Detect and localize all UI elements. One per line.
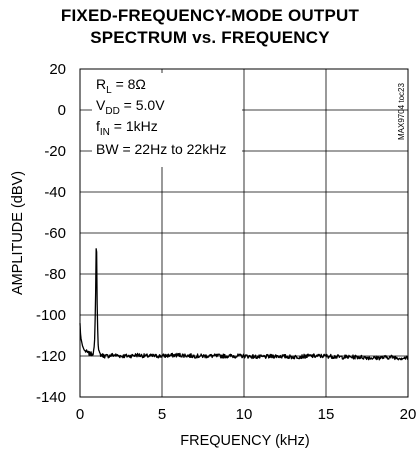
- figure-id: MAX9704 toc23: [397, 83, 406, 140]
- x-axis-label: FREQUENCY (kHz): [180, 433, 309, 449]
- y-tick-label: -20: [44, 143, 66, 160]
- annotation-rl: RL = 8Ω: [96, 76, 146, 96]
- condition-annotations: RL = 8Ω VDD = 5.0V fIN = 1kHz BW = 22Hz …: [92, 73, 242, 167]
- x-tick-labels: 0 5 10 15 20: [76, 406, 417, 423]
- annotation-bw: BW = 22Hz to 22kHz: [96, 141, 226, 157]
- x-tick-label: 5: [158, 406, 166, 423]
- annotation-vdd: VDD = 5.0V: [96, 97, 165, 117]
- chart-title-line-2: SPECTRUM vs. FREQUENCY: [90, 28, 330, 47]
- x-tick-label: 0: [76, 406, 84, 423]
- annotation-background: [92, 73, 242, 167]
- x-tick-label: 10: [236, 406, 253, 423]
- y-tick-labels: 20 0 -20 -40 -60 -80 -100 -120 -140: [36, 61, 66, 406]
- y-tick-label: -100: [36, 307, 66, 324]
- plot-frame: [79, 68, 409, 398]
- x-tick-label: 20: [400, 406, 417, 423]
- y-tick-label: -80: [44, 266, 66, 283]
- y-tick-label: 0: [58, 102, 66, 119]
- y-tick-label: -60: [44, 225, 66, 242]
- annotation-fin: fIN = 1kHz: [96, 118, 158, 138]
- y-tick-label: -120: [36, 348, 66, 365]
- y-tick-label: 20: [49, 61, 66, 78]
- x-tick-label: 15: [318, 406, 335, 423]
- y-axis-label: AMPLITUDE (dBV): [10, 171, 26, 295]
- spectrum-series-line: [79, 248, 409, 361]
- y-tick-label: -40: [44, 184, 66, 201]
- chart-title-line-1: FIXED-FREQUENCY-MODE OUTPUT: [60, 6, 360, 25]
- y-tick-label: -140: [36, 389, 66, 406]
